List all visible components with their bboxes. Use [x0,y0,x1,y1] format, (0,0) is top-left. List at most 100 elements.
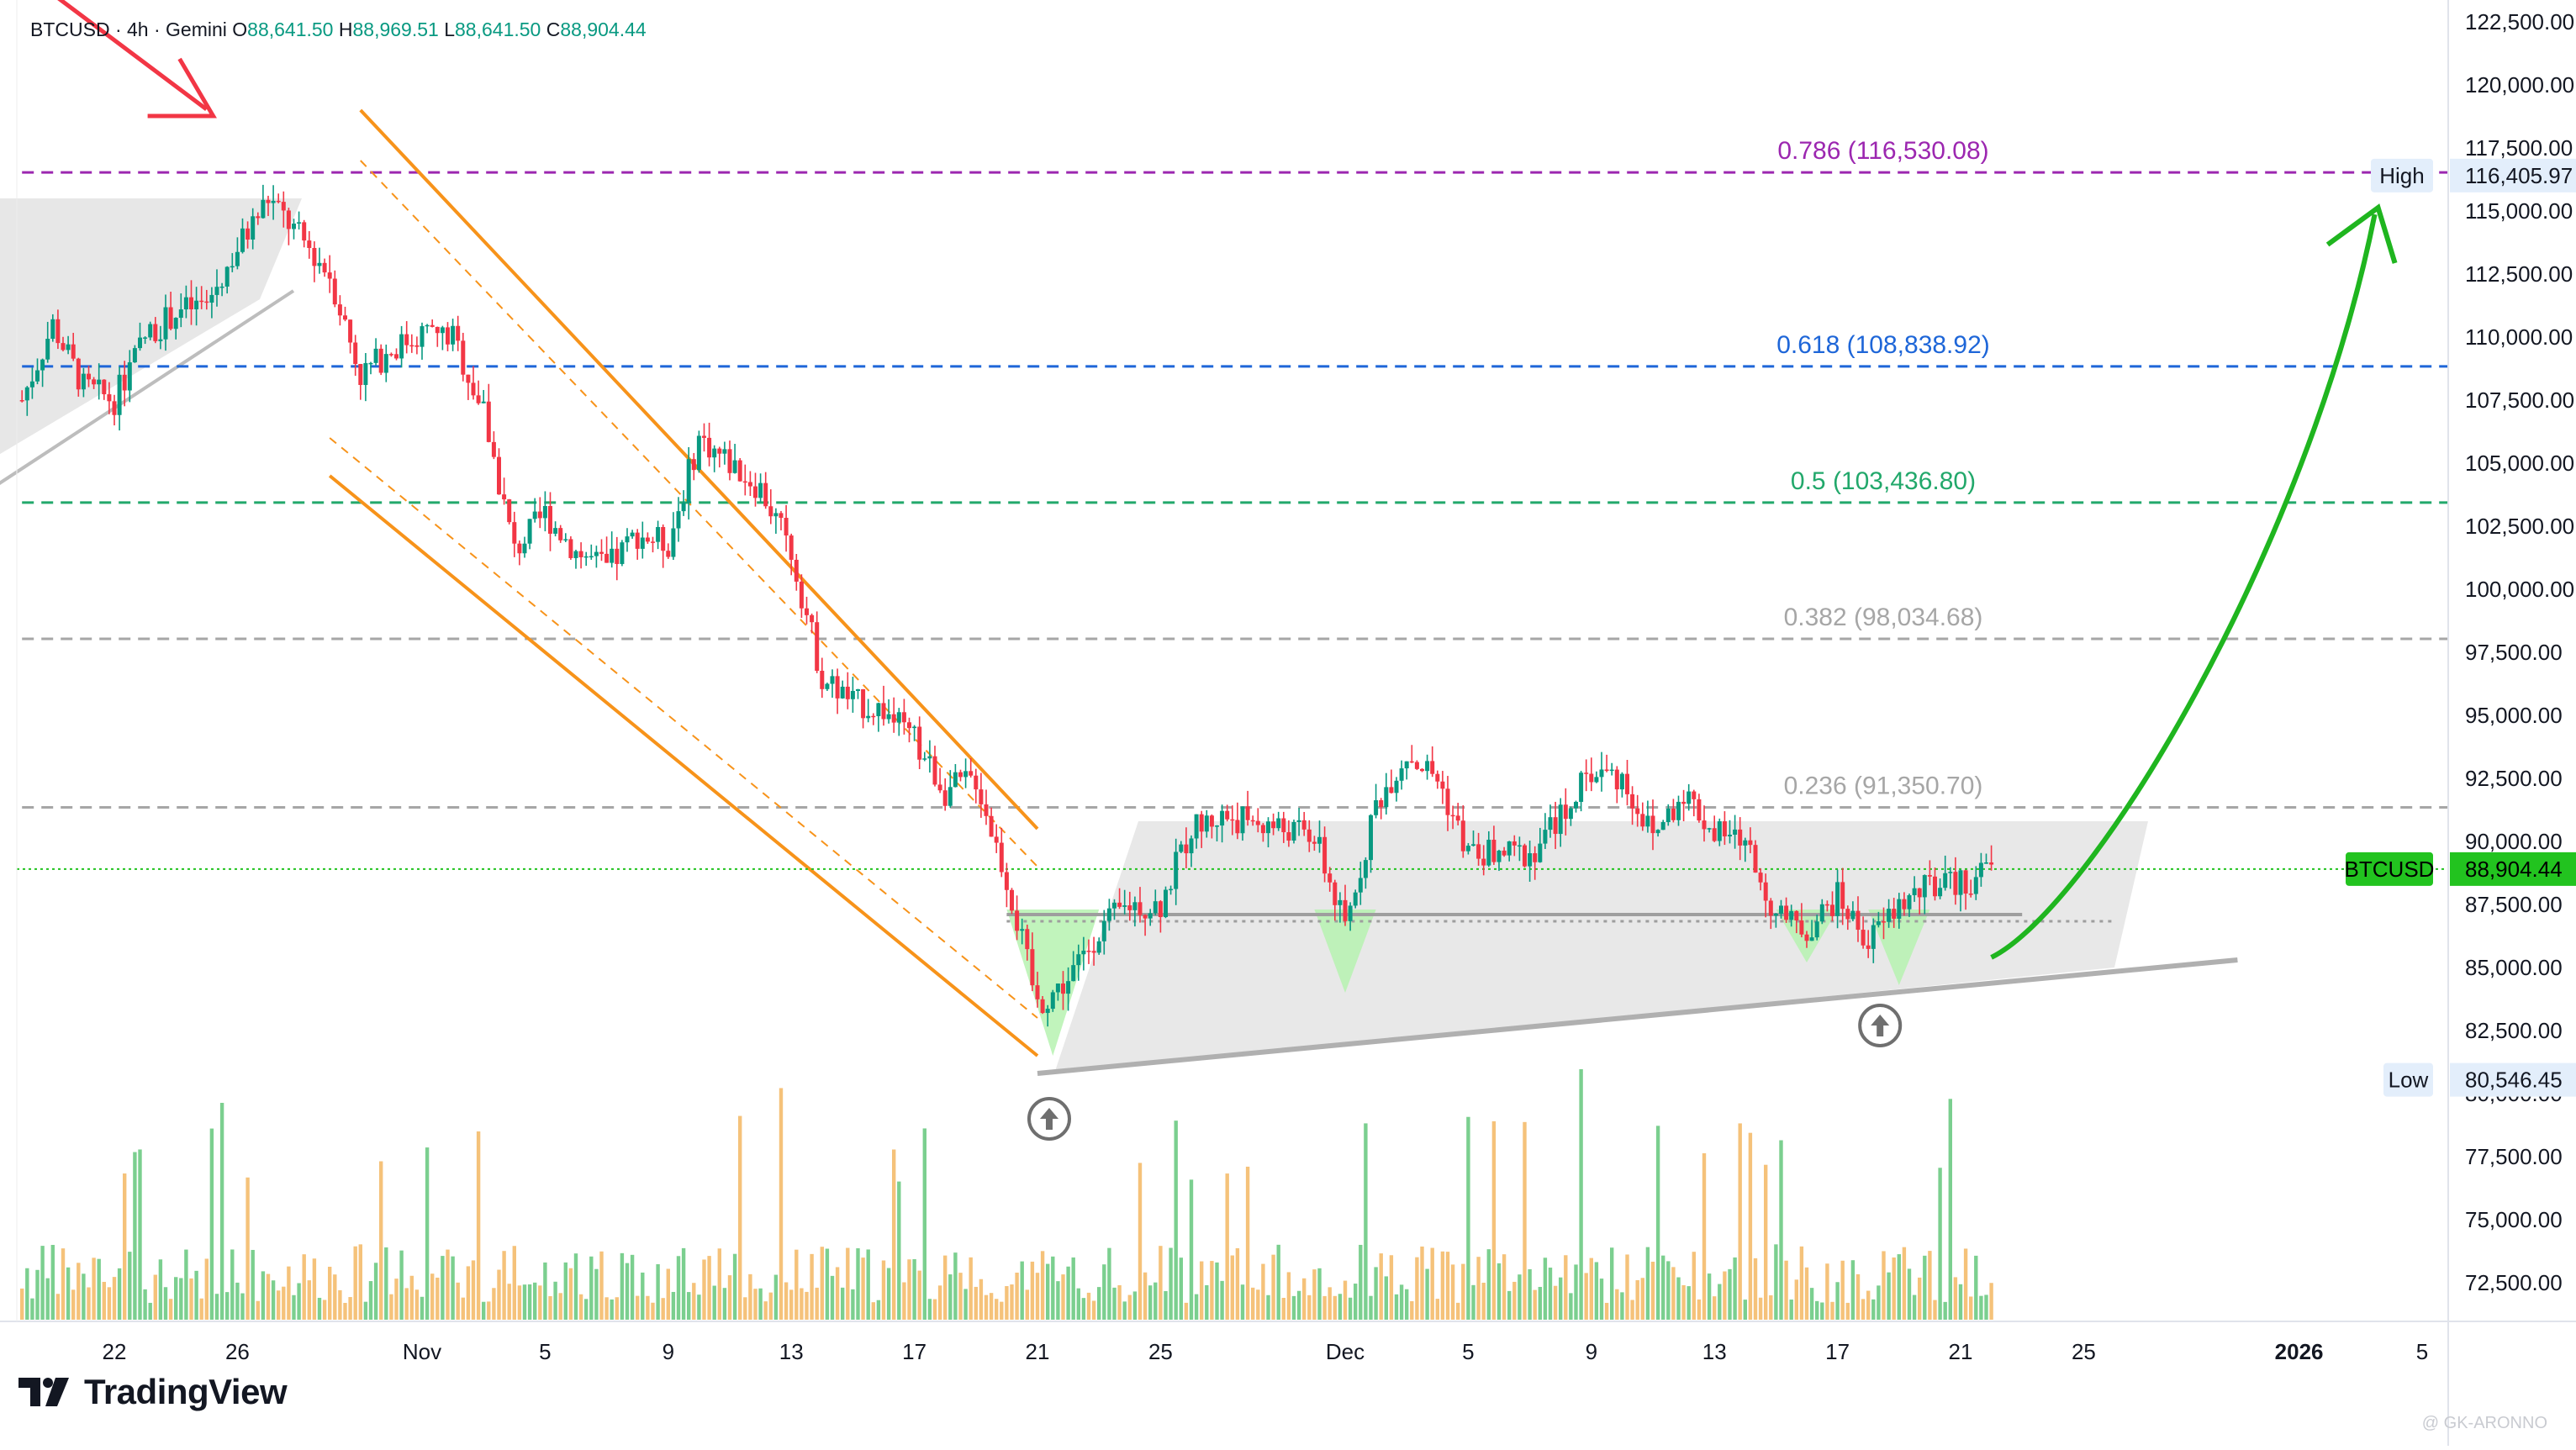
volume-bar [1620,1292,1624,1320]
volume-bar [512,1246,516,1320]
volume-bar [1877,1285,1881,1320]
volume-bar [312,1258,317,1320]
volume-bar [851,1289,855,1320]
candle-body [825,683,830,689]
volume-bar [1871,1299,1876,1320]
candle-body [466,374,471,383]
volume-bar [1194,1294,1199,1320]
volume-bar [163,1287,168,1320]
volume-bar [773,1274,779,1320]
volume-bar [974,1286,978,1320]
candle-body [1512,841,1517,846]
volume-bar [204,1258,209,1320]
candle-body [1122,905,1127,907]
candle-body [1460,820,1465,852]
tradingview-logo[interactable]: TradingView [18,1372,288,1412]
volume-bar [558,1293,562,1320]
y-tick-label: 100,000.00 [2465,577,2574,602]
candle-body [871,715,876,718]
volume-bar [1061,1274,1065,1320]
volume-bar [881,1260,886,1320]
volume-bar [1697,1299,1702,1320]
candle-body [963,771,969,778]
candle-body [1599,769,1604,778]
candle-body [573,551,578,558]
volume-bar [1661,1255,1665,1320]
volume-bar [384,1247,388,1320]
candle-body [948,787,953,806]
volume-bar [492,1288,496,1320]
candle-body [881,703,886,720]
volume-bar [1164,1290,1168,1320]
candle-body [138,337,142,349]
candle-body [696,435,701,471]
volume-bar [1040,1251,1045,1320]
volume-bar [1640,1278,1644,1320]
y-tick-label: 115,000.00 [2465,198,2573,224]
volume-bar [133,1152,137,1320]
candle-body [1743,840,1748,846]
candle-body [1876,921,1881,925]
volume-bar [1148,1285,1153,1320]
volume-bar [1625,1254,1629,1320]
candle-body [1112,902,1116,909]
volume-bar [1450,1264,1455,1320]
volume-bar [917,1270,921,1320]
volume-bar [1307,1294,1312,1320]
candle-body [840,686,845,699]
candle-body [896,712,901,723]
candle-body [1692,791,1697,799]
candle-body [358,364,363,385]
volume-bar [1687,1286,1691,1320]
volume-bar [1179,1258,1183,1320]
candle-body [204,301,209,303]
volume-bar [1174,1120,1178,1320]
volume-bar [1764,1164,1768,1320]
candle-body [476,395,481,403]
candle-body [1164,889,1168,918]
volume-bar [1671,1267,1676,1320]
volume-bar [871,1302,875,1320]
candle-body [599,551,604,554]
volume-bar [97,1258,101,1320]
candle-body [1824,904,1829,906]
volume-bar [1210,1261,1214,1320]
volume-bar [379,1161,383,1320]
candle-body [1225,810,1230,820]
candle-body [907,722,911,729]
volume-bar [1933,1300,1937,1320]
candle-body [1861,930,1866,946]
x-tick-label: 13 [779,1339,804,1364]
volume-bar [784,1282,789,1320]
volume-bar [758,1288,763,1320]
volume-bar [1866,1290,1871,1320]
candle-body [558,528,563,540]
candle-body [1348,905,1353,921]
volume-bar [1005,1286,1009,1320]
candle-body [286,210,291,229]
candle-body [850,690,855,699]
high-value: 88,969.51 [352,18,439,40]
candle-body [168,307,173,330]
volume-bar [666,1268,670,1320]
volume-bar [502,1251,506,1320]
candle-body [1850,910,1855,920]
close-label: C [546,18,561,40]
candle-body [1789,910,1794,920]
volume-bar [235,1282,240,1320]
candle-body [1174,852,1179,889]
volume-bar [573,1253,578,1320]
volume-bar [1553,1285,1558,1320]
volume-bar [1184,1302,1189,1320]
volume-bar [282,1286,286,1320]
candle-body [189,297,193,309]
candle-body [322,262,327,273]
candle-body [297,222,302,224]
volume-bar [1138,1163,1143,1320]
volume-bar [389,1294,393,1320]
candle-body [45,339,50,360]
volume-bar [1405,1289,1409,1320]
candle-body [1830,904,1834,916]
